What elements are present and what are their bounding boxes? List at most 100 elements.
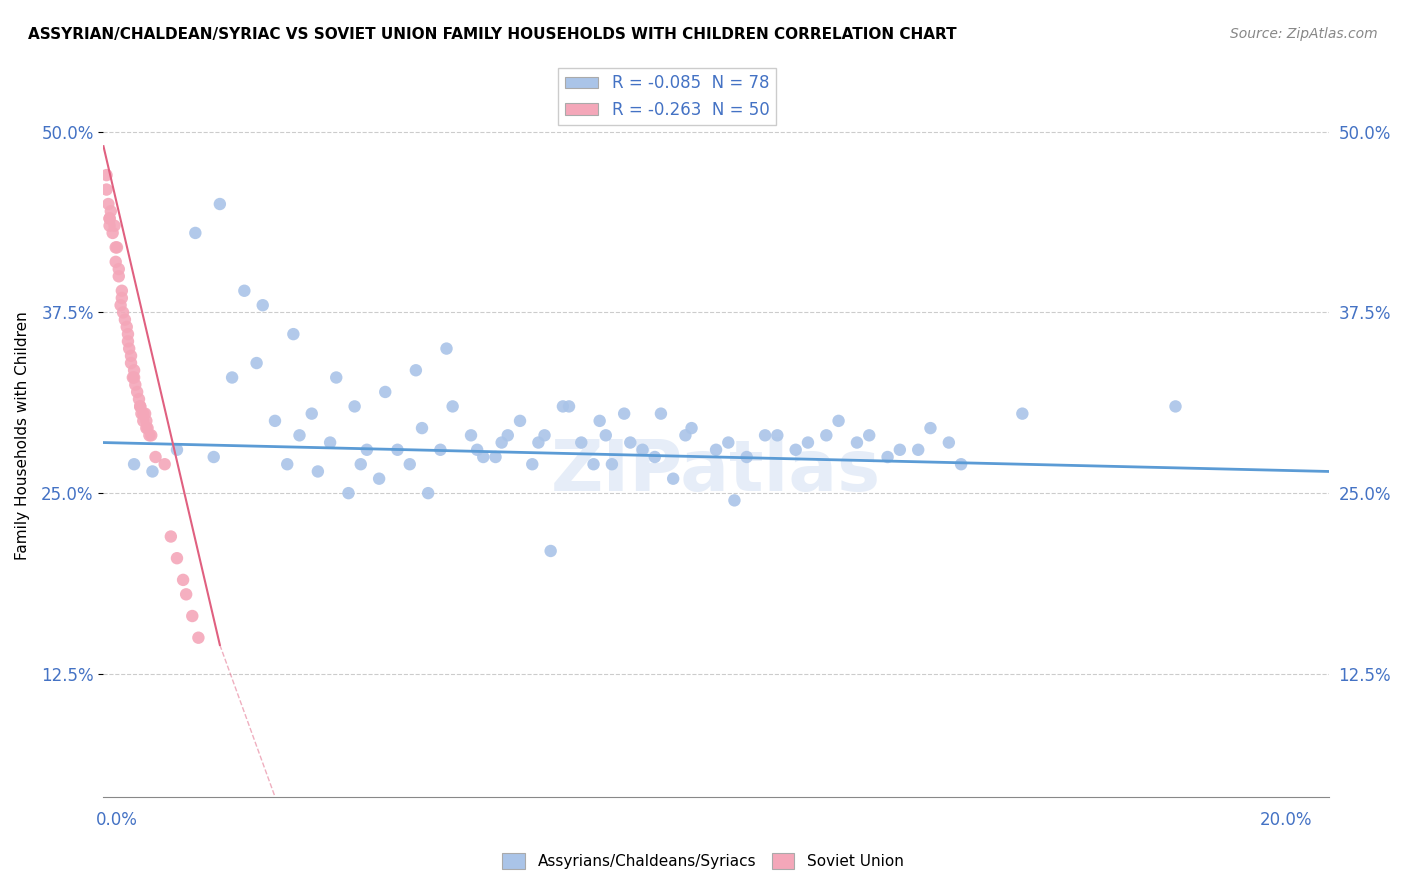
Point	[387, 442, 409, 457]
Point	[418, 486, 440, 500]
Point	[569, 435, 592, 450]
Point	[600, 457, 623, 471]
Point	[136, 421, 159, 435]
Point	[100, 204, 122, 219]
Point	[115, 319, 138, 334]
Point	[619, 435, 641, 450]
Point	[127, 384, 149, 399]
Point	[704, 442, 727, 457]
Legend: R = -0.085  N = 78, R = -0.263  N = 50: R = -0.085 N = 78, R = -0.263 N = 50	[558, 68, 776, 126]
Point	[589, 414, 612, 428]
Point	[681, 421, 703, 435]
Point	[460, 428, 482, 442]
Point	[631, 442, 654, 457]
Point	[595, 428, 617, 442]
Text: ASSYRIAN/CHALDEAN/SYRIAC VS SOVIET UNION FAMILY HOUSEHOLDS WITH CHILDREN CORRELA: ASSYRIAN/CHALDEAN/SYRIAC VS SOVIET UNION…	[28, 27, 956, 42]
Legend: Assyrians/Chaldeans/Syriacs, Soviet Union: Assyrians/Chaldeans/Syriacs, Soviet Unio…	[496, 847, 910, 875]
Point	[374, 384, 396, 399]
Point	[319, 435, 342, 450]
Point	[717, 435, 740, 450]
Point	[766, 428, 789, 442]
Point	[246, 356, 269, 370]
Point	[815, 428, 838, 442]
Point	[301, 407, 323, 421]
Point	[644, 450, 666, 464]
Point	[650, 407, 672, 421]
Point	[522, 457, 544, 471]
Point	[98, 219, 121, 233]
Point	[172, 573, 194, 587]
Point	[141, 465, 163, 479]
Point	[166, 442, 188, 457]
Point	[103, 219, 125, 233]
Point	[662, 472, 685, 486]
Point	[337, 486, 360, 500]
Point	[98, 211, 121, 226]
Point	[436, 342, 458, 356]
Point	[128, 392, 150, 407]
Point	[122, 370, 145, 384]
Point	[411, 421, 433, 435]
Point	[827, 414, 849, 428]
Point	[98, 211, 121, 226]
Text: Source: ZipAtlas.com: Source: ZipAtlas.com	[1230, 27, 1378, 41]
Point	[735, 450, 758, 464]
Point	[845, 435, 868, 450]
Text: 20.0%: 20.0%	[1260, 811, 1312, 829]
Point	[112, 305, 135, 319]
Point	[96, 183, 118, 197]
Point	[675, 428, 697, 442]
Point	[153, 457, 176, 471]
Point	[184, 226, 207, 240]
Point	[132, 414, 155, 428]
Point	[551, 400, 574, 414]
Point	[723, 493, 745, 508]
Point	[166, 551, 188, 566]
Point	[124, 377, 146, 392]
Point	[181, 609, 204, 624]
Point	[120, 349, 142, 363]
Point	[582, 457, 605, 471]
Point	[938, 435, 960, 450]
Point	[889, 442, 911, 457]
Point	[105, 240, 128, 254]
Point	[187, 631, 209, 645]
Point	[1011, 407, 1033, 421]
Point	[202, 450, 225, 464]
Point	[97, 197, 120, 211]
Point	[613, 407, 636, 421]
Point	[509, 414, 531, 428]
Point	[117, 327, 139, 342]
Point	[276, 457, 298, 471]
Point	[754, 428, 776, 442]
Point	[132, 407, 155, 421]
Point	[920, 421, 942, 435]
Point	[785, 442, 807, 457]
Point	[135, 421, 157, 435]
Point	[405, 363, 427, 377]
Text: 0.0%: 0.0%	[96, 811, 138, 829]
Point	[540, 544, 562, 558]
Point	[533, 428, 555, 442]
Point	[104, 255, 127, 269]
Text: ZIPatlas: ZIPatlas	[551, 437, 882, 506]
Point	[797, 435, 820, 450]
Point	[496, 428, 519, 442]
Point	[343, 400, 366, 414]
Point	[307, 465, 329, 479]
Point	[122, 363, 145, 377]
Point	[472, 450, 495, 464]
Point	[484, 450, 506, 464]
Point	[114, 312, 136, 326]
Point	[350, 457, 373, 471]
Point	[111, 284, 134, 298]
Point	[356, 442, 378, 457]
Y-axis label: Family Households with Children: Family Households with Children	[15, 311, 30, 559]
Point	[118, 342, 141, 356]
Point	[96, 168, 118, 182]
Point	[160, 529, 183, 543]
Point	[121, 370, 143, 384]
Point	[120, 356, 142, 370]
Point	[398, 457, 420, 471]
Point	[131, 407, 153, 421]
